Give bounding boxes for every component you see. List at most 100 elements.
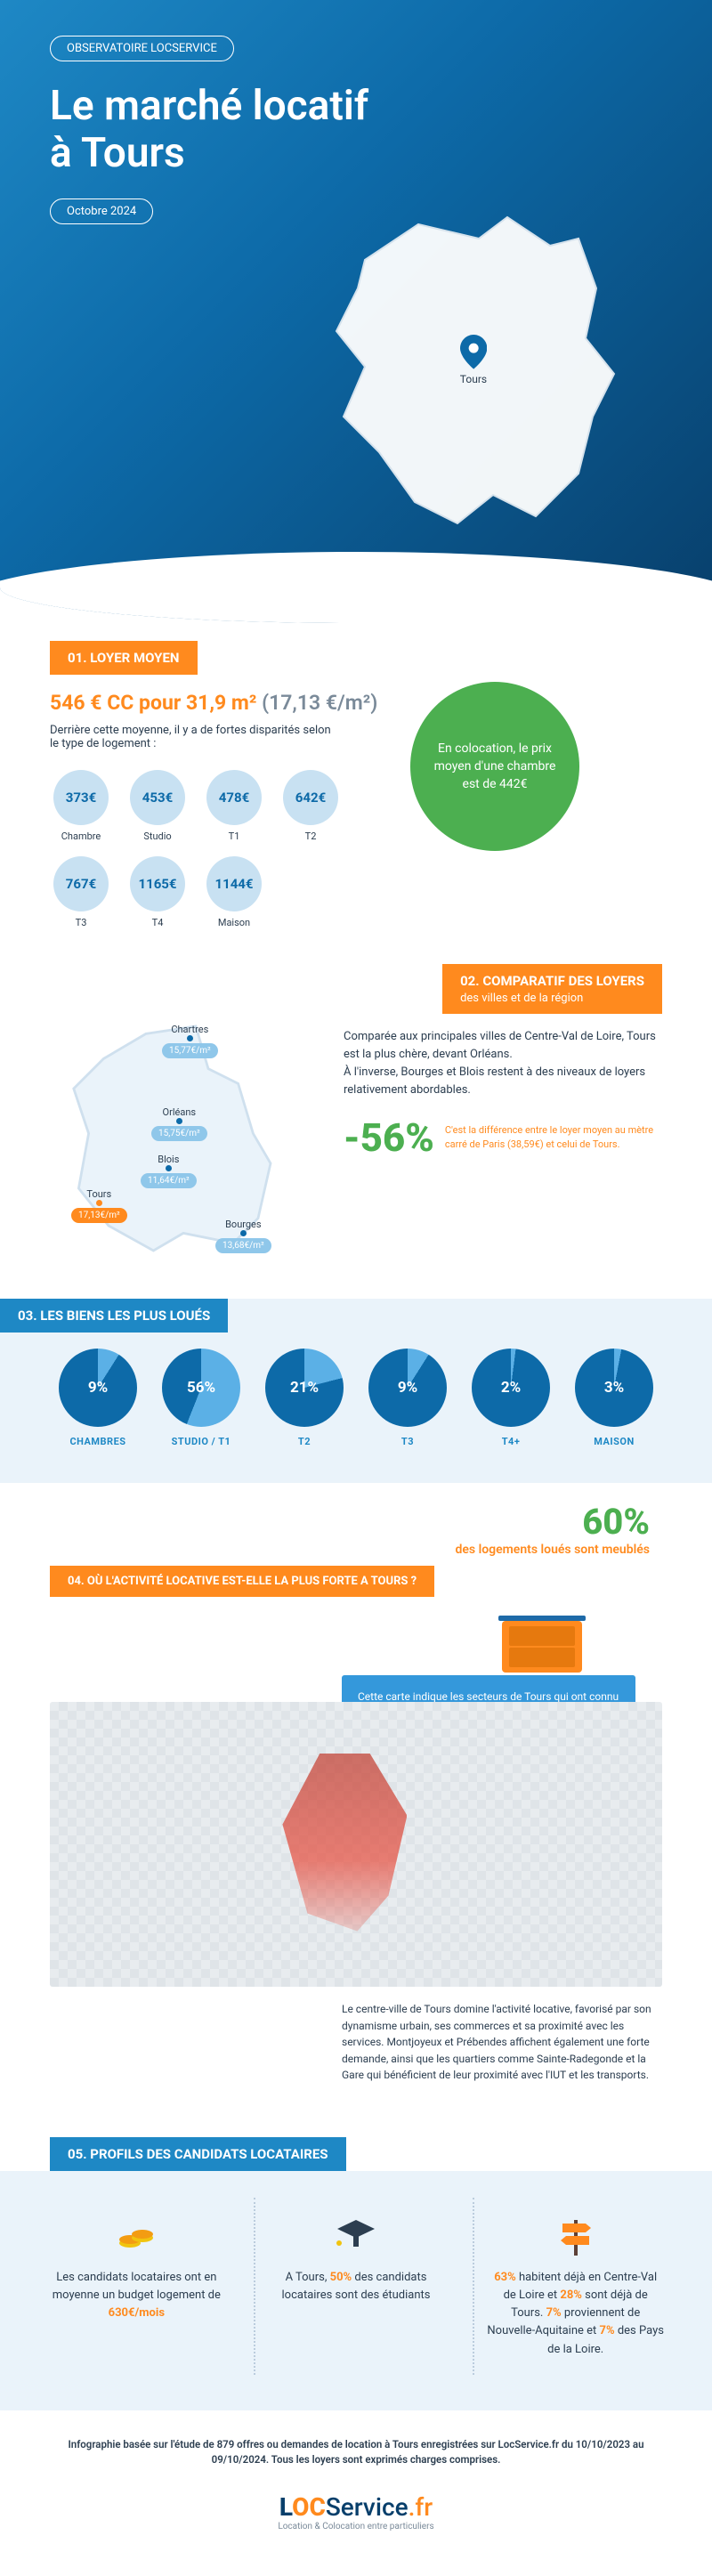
rent-type-val: 453€: [130, 770, 185, 825]
profile-cards: Les candidats locataires ont en moyenne …: [36, 2198, 676, 2375]
donut-chart: 3%: [575, 1349, 653, 1427]
donut-item: 56% STUDIO / T1: [153, 1349, 249, 1447]
donut-chart: 9%: [368, 1349, 447, 1427]
logo-L: L: [279, 2492, 292, 2522]
city-heatmap: [50, 1702, 662, 1987]
city-price: 11,64€/m²: [141, 1173, 197, 1188]
rent-type-bubble: 478€T1: [203, 770, 265, 842]
s1-heading: 01. LOYER MOYEN: [50, 641, 198, 675]
rent-type-val: 1144€: [206, 856, 262, 911]
rent-type-grid: 373€Chambre453€Studio478€T1642€T2767€T31…: [50, 770, 352, 928]
map-pin: Tours: [460, 335, 487, 385]
s2-heading: 02. COMPARATIF DES LOYERS des villes et …: [442, 964, 662, 1014]
rent-type-bubble: 767€T3: [50, 856, 112, 928]
s2-big-pct: -56%: [344, 1114, 434, 1161]
rent-type-bubble: 642€ T2: [279, 770, 342, 842]
city-price: 15,75€/m²: [151, 1126, 207, 1141]
section-1: 01. LOYER MOYEN 546 € CC pour 31,9 m² (1…: [0, 623, 712, 964]
logo-OC: OC: [292, 2492, 326, 2522]
section-5: 05. PROFILS DES CANDIDATS LOCATAIRES Les…: [0, 2119, 712, 2410]
donut-label: T2: [256, 1436, 352, 1447]
s1-sub: Derrière cette moyenne, il y a de fortes…: [50, 724, 335, 750]
s2-heading-2: des villes et de la région: [460, 992, 583, 1005]
rent-type-val: 767€: [53, 856, 109, 911]
rent-type-label: T2: [279, 830, 342, 842]
s3-heading: 03. LES BIENS LES PLUS LOUÉS: [0, 1299, 228, 1333]
city-label: Bourges: [215, 1219, 271, 1230]
donut-pct: 56%: [187, 1379, 215, 1397]
rent-type-label: T1: [203, 830, 265, 842]
donut-label: MAISON: [566, 1436, 662, 1447]
footer-tagline: Location & Colocation entre particuliers: [62, 2522, 650, 2531]
section-4: 04. OÙ L'ACTIVITÉ LOCATIVE EST-ELLE LA P…: [0, 1566, 712, 2119]
france-map: Tours: [276, 196, 668, 552]
donut-pct: 9%: [398, 1379, 417, 1397]
city-bourges: Bourges13,68€/m²: [215, 1219, 271, 1253]
s2-right: Comparée aux principales villes de Centr…: [344, 1014, 662, 1263]
donut-item: 3% MAISON: [566, 1349, 662, 1447]
s5-heading: 05. PROFILS DES CANDIDATS LOCATAIRES: [50, 2137, 346, 2171]
hero-title: Le marché locatif à Tours: [50, 83, 513, 177]
rent-type-bubble: 453€ Studio: [126, 770, 189, 842]
city-price: 17,13€/m²: [71, 1208, 127, 1223]
city-label: Tours: [71, 1188, 127, 1200]
rent-type-label: Maison: [203, 917, 265, 928]
s4-para: Le centre-ville de Tours domine l'activi…: [342, 2001, 662, 2084]
city-label: Chartres: [162, 1024, 218, 1035]
city-label: Blois: [141, 1154, 197, 1165]
rent-type-bubble: 373€ Chambre: [50, 770, 112, 842]
hero-title-1: Le marché locatif: [50, 82, 368, 130]
profile-card: Les candidats locataires ont en moyenne …: [36, 2198, 238, 2375]
logo-fr: .fr: [409, 2492, 433, 2522]
donut-chart: 21%: [265, 1349, 344, 1427]
donut-label: T3: [360, 1436, 456, 1447]
rent-type-label: Chambre: [50, 830, 112, 842]
rent-type-bubble: 1165€T4: [126, 856, 189, 928]
profile-card-text: 63% habitent déjà en Centre-Val de Loire…: [487, 2269, 664, 2359]
rent-type-label: Studio: [126, 830, 189, 842]
s4-heading: 04. OÙ L'ACTIVITÉ LOCATIVE EST-ELLE LA P…: [50, 1566, 434, 1597]
region-map: Chartres 15,77€/m² Orléans 15,75€/m² Blois 11…: [50, 1014, 317, 1263]
donut-chart: 9%: [59, 1349, 137, 1427]
coloc-bubble: En colocation, le prix moyen d'une chamb…: [410, 682, 579, 851]
map-pin-label: Tours: [460, 373, 487, 385]
date-pill: Octobre 2024: [50, 198, 153, 224]
donut-label: STUDIO / T1: [153, 1436, 249, 1447]
section-2: 02. COMPARATIF DES LOYERS des villes et …: [0, 964, 712, 1299]
s2-heading-1: 02. COMPARATIF DES LOYERS: [460, 973, 644, 989]
furnished-txt: des logements loués sont meublés: [62, 1543, 650, 1557]
donut-pct: 9%: [88, 1379, 108, 1397]
footer-note: Infographie basée sur l'étude de 879 off…: [62, 2437, 650, 2468]
section-3: 03. LES BIENS LES PLUS LOUÉS 9% CHAMBRES 5…: [0, 1299, 712, 1566]
profile-card: 63% habitent déjà en Centre-Val de Loire…: [473, 2198, 676, 2375]
rent-type-label: T4: [126, 917, 189, 928]
donut-item: 9% CHAMBRES: [50, 1349, 146, 1447]
footer-logo: LOCService.fr: [62, 2492, 650, 2522]
s2-para: Comparée aux principales villes de Centr…: [344, 1028, 662, 1100]
donut-label: CHAMBRES: [50, 1436, 146, 1447]
s1-right: En colocation, le prix moyen d'une chamb…: [370, 682, 619, 851]
sign-icon: [487, 2214, 664, 2256]
rent-type-val: 642€: [283, 770, 338, 825]
furnished-stat: 60% des logements loués sont meublés: [0, 1483, 712, 1566]
profile-card: A Tours, 50% des candidats locataires so…: [254, 2198, 457, 2375]
hero-title-2: à Tours: [50, 129, 185, 177]
donut-item: 21% T2: [256, 1349, 352, 1447]
s1-main-val: 546 € CC pour 31,9 m²: [50, 691, 256, 715]
donut-item: 2%T4+: [463, 1349, 559, 1447]
city-blois: Blois 11,64€/m²: [141, 1154, 197, 1188]
rent-type-val: 373€: [53, 770, 109, 825]
city-chartres: Chartres 15,77€/m²: [162, 1024, 218, 1058]
s2-big-txt: C'est la différence entre le loyer moyen…: [445, 1123, 659, 1151]
city-orléans: Orléans 15,75€/m²: [151, 1106, 207, 1141]
eyebrow-pill: OBSERVATOIRE LOCSERVICE: [50, 36, 234, 61]
logo-service: Service: [326, 2492, 409, 2522]
donut-pct: 3%: [604, 1379, 624, 1397]
dresser-icon: [502, 1597, 591, 1673]
furnished-pct: 60%: [62, 1501, 650, 1543]
city-price: 15,77€/m²: [162, 1043, 218, 1058]
donut-item: 9% T3: [360, 1349, 456, 1447]
donut-pct: 21%: [290, 1379, 319, 1397]
city-label: Orléans: [151, 1106, 207, 1118]
donut-chart: 2%: [472, 1349, 550, 1427]
